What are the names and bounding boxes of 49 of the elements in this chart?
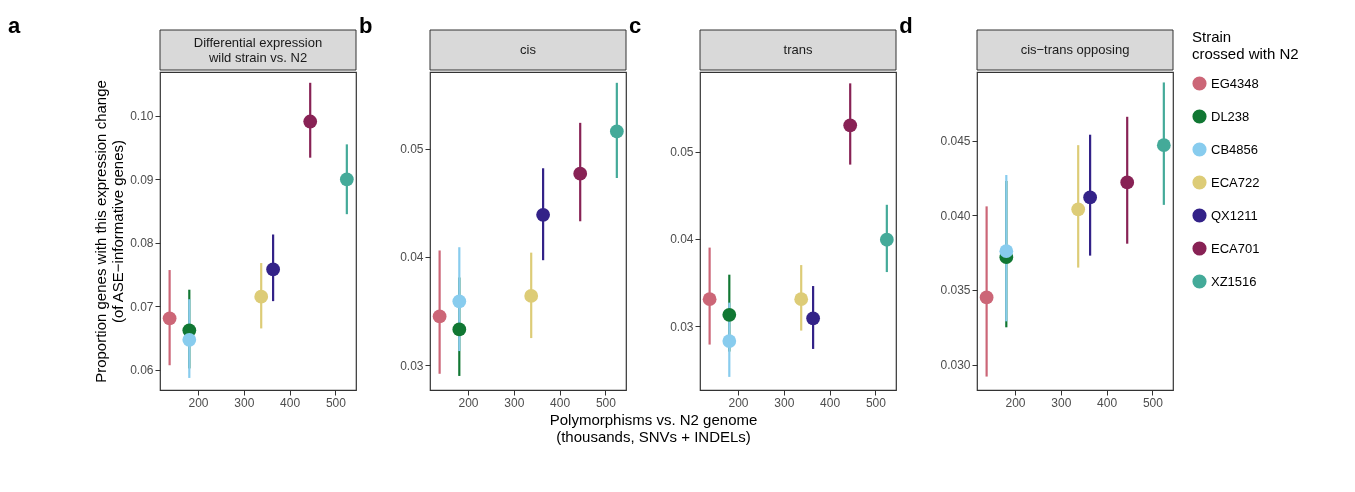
- x-tick-label: 300: [1051, 395, 1072, 410]
- y-tick-label: 0.03: [670, 319, 694, 334]
- chart-title: cis−trans opposing: [1020, 42, 1130, 57]
- y-tick-label: 0.035: [940, 283, 971, 298]
- y-tick-label: 0.03: [400, 358, 424, 373]
- y-tick-label: 0.05: [670, 145, 694, 159]
- x-tick-label: 500: [865, 395, 887, 410]
- text: d: [899, 12, 913, 38]
- y-tick-label: 0.04: [670, 232, 694, 247]
- text: b: [359, 12, 373, 38]
- y-tick-label: 0.06: [130, 363, 154, 378]
- x-tick-label: 400: [280, 395, 301, 410]
- x-axis-title: Polymorphisms vs. N2 genome (thousands, SNVs + INDELs): [549, 410, 758, 445]
- x-tick-label: 500: [595, 395, 617, 410]
- x-tick-label: 300: [774, 395, 795, 410]
- x-tick-label: 500: [1142, 395, 1164, 410]
- legend-label: QX1211: [1211, 207, 1258, 223]
- x-tick-label: 300: [234, 395, 255, 410]
- legend-label: EG4348: [1211, 75, 1259, 91]
- y-tick-label: 0.030: [940, 358, 971, 373]
- x-tick-label: 200: [458, 395, 479, 410]
- legend-label: ECA701: [1211, 240, 1260, 256]
- y-tick-label: 0.05: [400, 142, 424, 157]
- legend-label: CB4856: [1211, 141, 1258, 157]
- legend-label: XZ1516: [1211, 273, 1257, 289]
- x-tick-label: 400: [820, 395, 841, 410]
- y-tick-label: 0.045: [940, 134, 971, 149]
- text: a: [8, 12, 22, 38]
- chart-title: Differential expression wild strain vs. N2: [193, 34, 323, 65]
- y-axis-title: Proportion genes with this expression change (of ASE−informative genes): [92, 80, 127, 383]
- x-tick-label: 200: [728, 395, 749, 410]
- y-tick-label: 0.09: [130, 172, 154, 187]
- x-tick-label: 200: [1005, 395, 1026, 410]
- x-tick-label: 300: [504, 395, 525, 410]
- x-tick-label: 400: [550, 395, 571, 410]
- chart-title: trans: [783, 42, 813, 57]
- y-tick-label: 0.08: [130, 236, 154, 251]
- y-tick-label: 0.040: [940, 208, 971, 223]
- x-tick-label: 500: [325, 395, 347, 410]
- legend-label: DL238: [1211, 108, 1250, 124]
- text: c: [629, 12, 642, 38]
- y-tick-label: 0.07: [130, 299, 154, 314]
- y-tick-label: 0.10: [130, 109, 154, 124]
- legend-label: ECA722: [1211, 174, 1260, 190]
- chart-title: cis: [520, 42, 537, 57]
- x-tick-label: 400: [1097, 395, 1118, 410]
- x-tick-label: 200: [188, 395, 209, 410]
- y-tick-label: 0.04: [400, 250, 424, 265]
- legend-title: Strain crossed with N2: [1192, 28, 1299, 62]
